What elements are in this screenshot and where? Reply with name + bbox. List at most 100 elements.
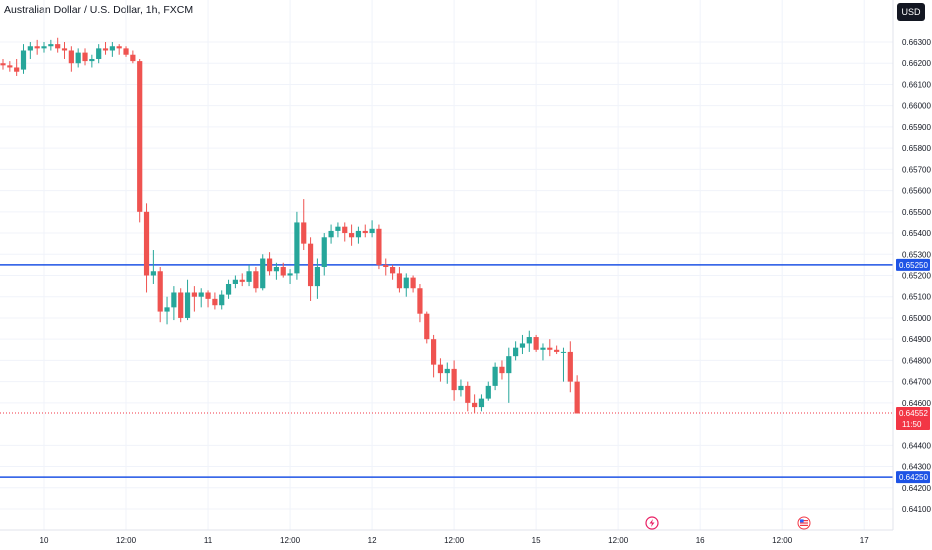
candle-body [294, 222, 300, 274]
lightning-icon[interactable] [645, 516, 659, 530]
candle [7, 61, 13, 72]
candle [478, 394, 485, 412]
candle [27, 42, 33, 59]
currency-button[interactable]: USD [897, 3, 925, 21]
y-tick-label: 0.65700 [902, 165, 931, 174]
candle-body [164, 307, 170, 312]
candle-body [232, 279, 238, 284]
x-tick-label: 12:00 [116, 536, 137, 545]
y-tick-label: 0.64200 [902, 484, 931, 493]
current-price-label: 0.64552 [899, 409, 928, 418]
candle-body [191, 292, 197, 297]
level-price-label: 0.64250 [899, 473, 928, 482]
candles [0, 37, 580, 414]
candle-body [55, 44, 61, 49]
candle [130, 50, 136, 64]
candle [246, 264, 252, 287]
candle-body [567, 351, 573, 382]
candle [465, 381, 471, 412]
candle-body [102, 48, 109, 51]
candle-body [348, 233, 355, 238]
candle [239, 273, 245, 287]
candle-body [27, 46, 33, 51]
candle-body [560, 351, 567, 353]
y-tick-label: 0.64400 [902, 441, 931, 450]
level-price-badge [896, 471, 930, 484]
candle-body [109, 46, 115, 51]
candle-body [403, 277, 409, 289]
candle-body [389, 267, 396, 274]
candle [540, 343, 546, 361]
y-tick-label: 0.65500 [902, 208, 931, 217]
candle [513, 341, 519, 361]
x-tick-label: 16 [696, 536, 705, 545]
x-tick-label: 12:00 [280, 536, 301, 545]
candle-body [48, 44, 54, 47]
candle [417, 283, 423, 323]
candle-body [519, 343, 526, 348]
candle-body [130, 54, 136, 62]
candle-body [417, 288, 423, 314]
candle-body [41, 46, 47, 49]
candle-body [157, 271, 163, 312]
candle-body [20, 50, 27, 70]
y-tick-label: 0.64100 [902, 505, 931, 514]
candle [82, 48, 88, 66]
countdown-label: 11:50 [902, 420, 922, 429]
candle-body [75, 52, 81, 64]
candle [403, 273, 409, 297]
candle [574, 375, 580, 414]
candle [444, 362, 450, 384]
candle-body [396, 273, 403, 289]
candle [96, 44, 102, 64]
candle-body [355, 230, 362, 238]
candle [164, 296, 170, 325]
candle [307, 237, 314, 301]
candle-body [492, 366, 498, 386]
candle-body [137, 61, 143, 212]
candle-body [478, 398, 485, 408]
candle-body [485, 385, 491, 399]
candle-body [314, 267, 321, 287]
candle-body [547, 347, 553, 350]
event-markers[interactable] [645, 516, 811, 530]
candle [328, 224, 334, 244]
time-axis[interactable]: 10 12:00 11 12:00 12 12:00 15 12:00 16 12:00 17 [40, 536, 870, 545]
candle [294, 211, 300, 280]
y-tick-label: 0.65200 [902, 271, 931, 280]
y-tick-label: 0.66100 [902, 80, 931, 89]
candle [205, 290, 211, 308]
price-axis[interactable]: 0.66300 0.66200 0.66100 0.66000 0.65900 0.658… [902, 38, 931, 514]
candle-body [0, 63, 6, 66]
candle [547, 339, 553, 357]
candle [348, 224, 355, 246]
candle [225, 279, 232, 299]
x-tick-label: 12:00 [444, 536, 465, 545]
candle-body [287, 273, 293, 276]
candle [335, 222, 341, 238]
candle-body [89, 58, 95, 62]
candle [280, 262, 286, 278]
candle [287, 269, 293, 284]
level-price-badge [896, 258, 930, 271]
candle [437, 358, 444, 382]
candle [150, 250, 156, 284]
candle-body [499, 366, 505, 374]
candle [260, 254, 266, 291]
candle-body [198, 292, 204, 297]
x-tick-label: 17 [860, 536, 869, 545]
candle-body [328, 230, 334, 238]
candle [178, 288, 184, 323]
y-tick-label: 0.65300 [902, 250, 931, 259]
candle [389, 264, 396, 280]
candle [198, 288, 204, 308]
candle-body [273, 267, 279, 272]
us-flag-icon[interactable] [797, 516, 811, 530]
candle [499, 360, 505, 380]
candle-body [212, 298, 218, 306]
candle [369, 220, 375, 238]
candle [123, 46, 129, 57]
candle-body [472, 402, 478, 408]
y-tick-label: 0.64600 [902, 399, 931, 408]
